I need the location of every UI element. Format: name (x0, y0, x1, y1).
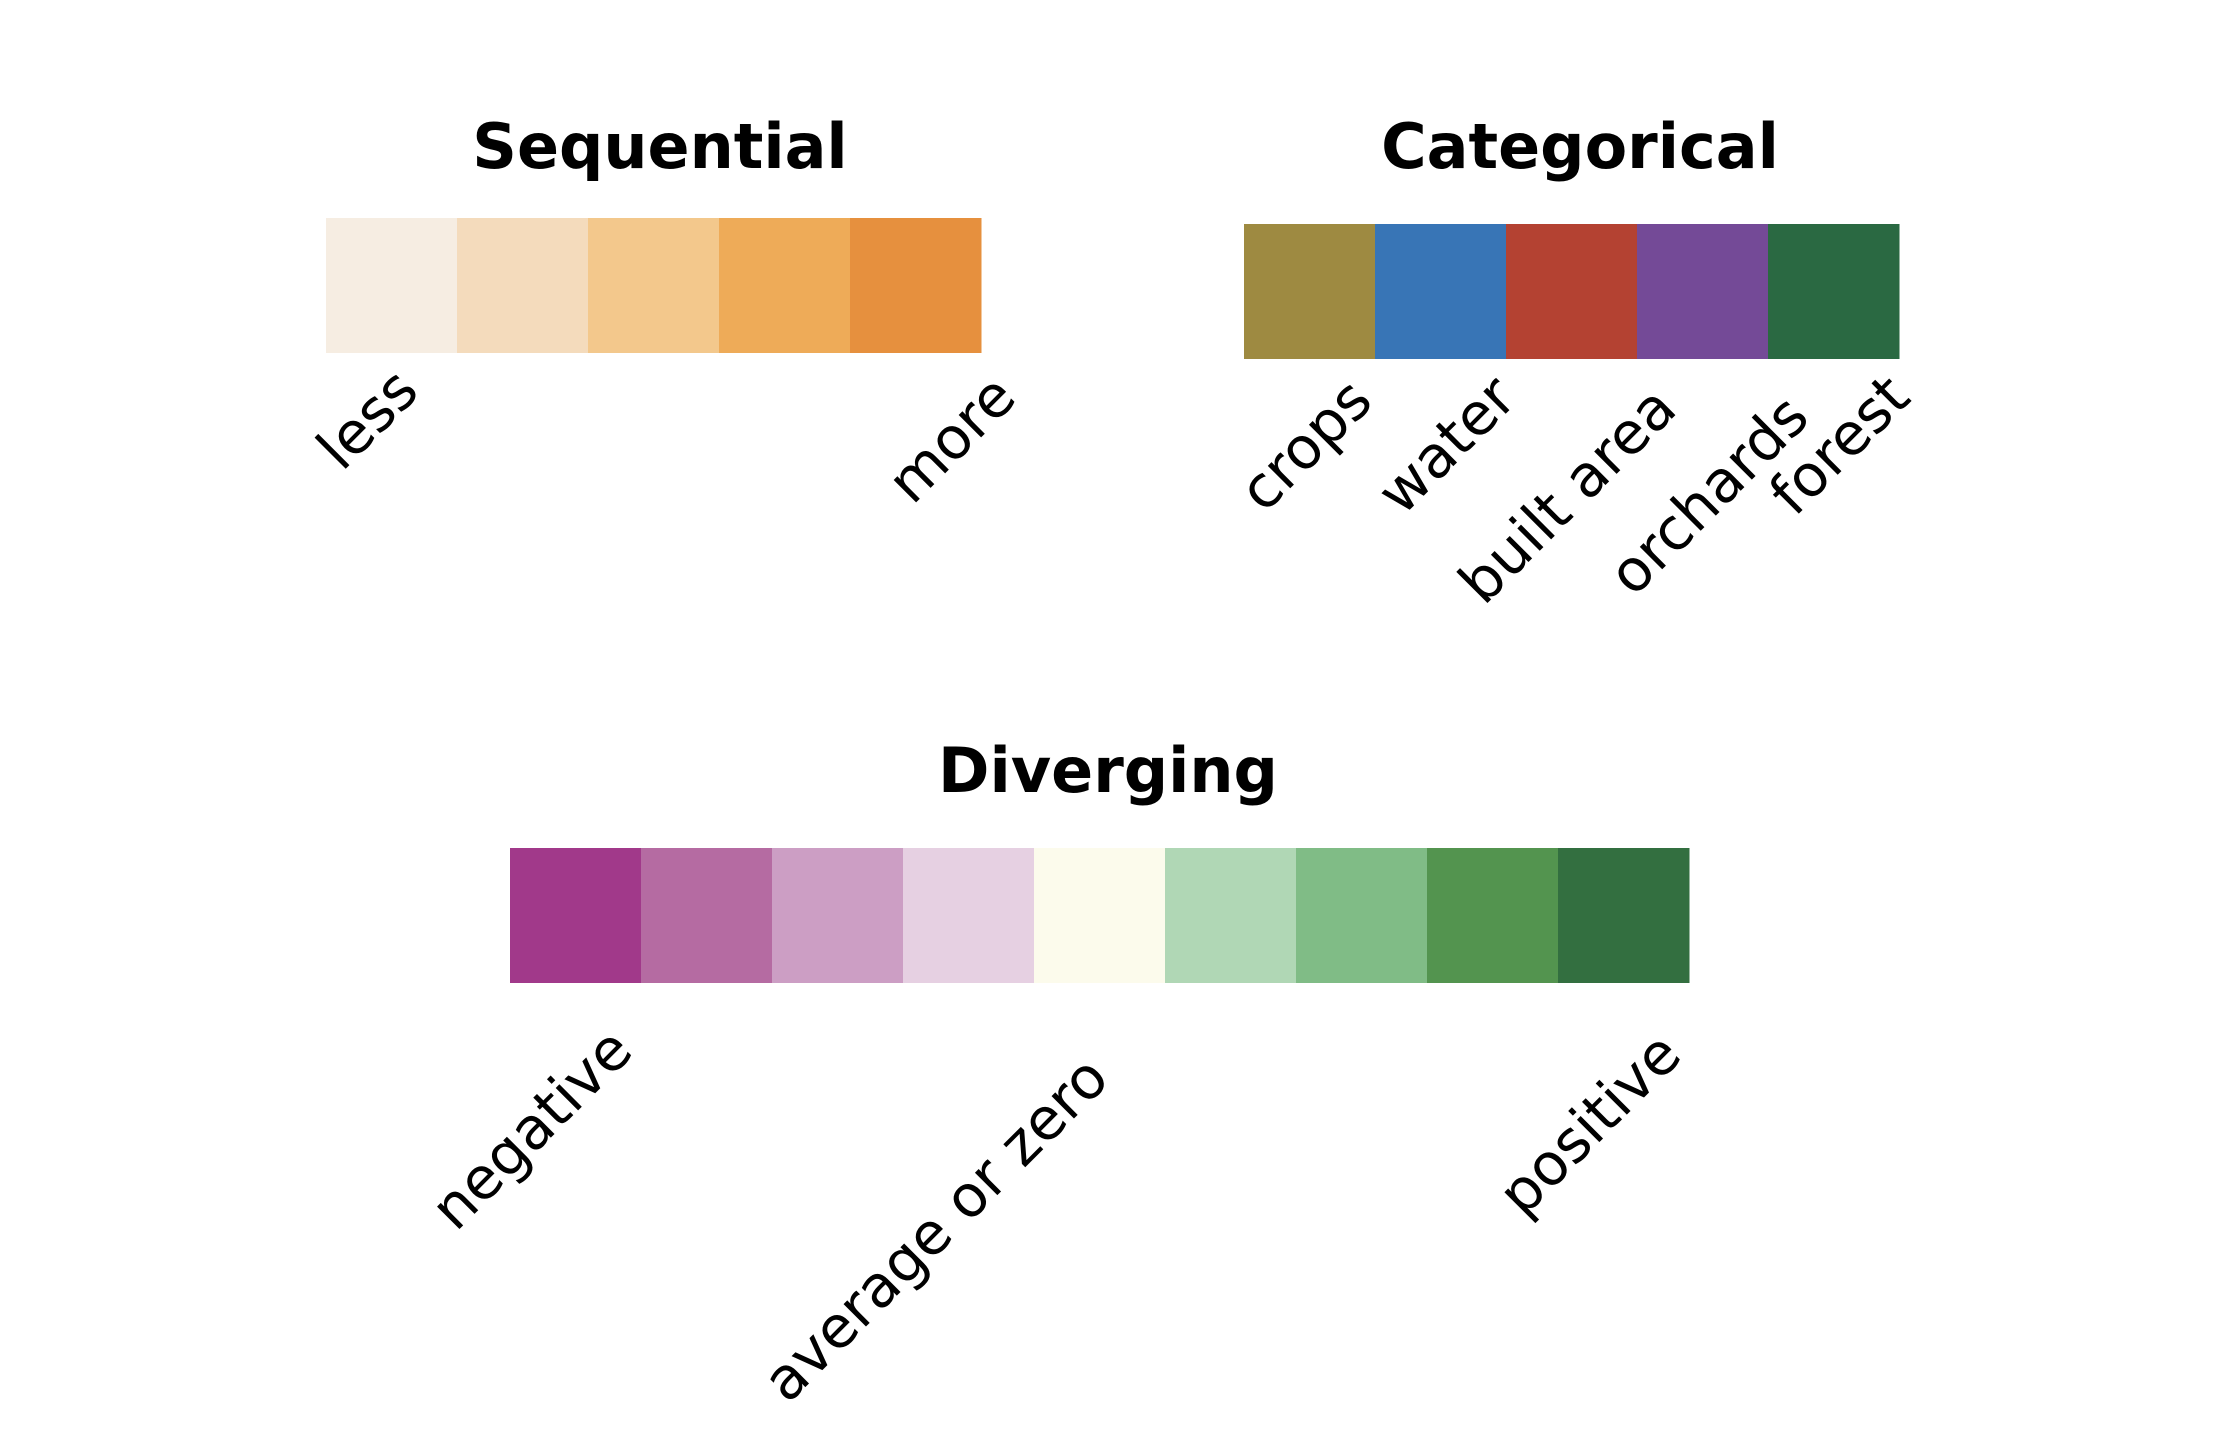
categorical-swatch-3 (1506, 224, 1638, 359)
diverging-swatch-2 (641, 848, 773, 983)
sequential-label-more: more (874, 362, 1028, 516)
diverging-scale: Diverging negative average or zero positiv… (418, 734, 1694, 1415)
diverging-swatch-8 (1427, 848, 1559, 983)
diverging-swatch-4 (903, 848, 1035, 983)
categorical-swatches (1244, 224, 1900, 359)
categorical-swatch-4 (1637, 224, 1769, 359)
diverging-swatch-3 (772, 848, 904, 983)
sequential-swatch-4 (719, 218, 851, 353)
categorical-swatch-5 (1768, 224, 1900, 359)
diverging-swatch-9 (1558, 848, 1690, 983)
diverging-label-positive: positive (1485, 1019, 1694, 1228)
diverging-title: Diverging (938, 734, 1278, 807)
categorical-label-water: water (1364, 362, 1529, 527)
sequential-title: Sequential (472, 110, 847, 183)
diverging-label-negative: negative (418, 1015, 645, 1242)
categorical-title: Categorical (1381, 110, 1779, 183)
sequential-swatch-3 (588, 218, 720, 353)
diverging-swatch-7 (1296, 848, 1428, 983)
sequential-labels: less more (304, 355, 1029, 516)
diverging-swatches (510, 848, 1690, 983)
sequential-swatches (326, 218, 982, 353)
diverging-swatch-1 (510, 848, 642, 983)
diverging-swatch-5 (1034, 848, 1166, 983)
categorical-swatch-2 (1375, 224, 1507, 359)
diverging-labels: negative average or zero positive (418, 1015, 1694, 1415)
sequential-scale: Sequential less more (304, 110, 1029, 516)
sequential-swatch-1 (326, 218, 458, 353)
categorical-label-crops: crops (1226, 365, 1385, 524)
categorical-swatch-1 (1244, 224, 1376, 359)
sequential-label-less: less (304, 355, 431, 482)
sequential-swatch-5 (850, 218, 982, 353)
sequential-swatch-2 (457, 218, 589, 353)
diverging-swatch-6 (1165, 848, 1297, 983)
diverging-label-average-or-zero: average or zero (749, 1043, 1121, 1415)
